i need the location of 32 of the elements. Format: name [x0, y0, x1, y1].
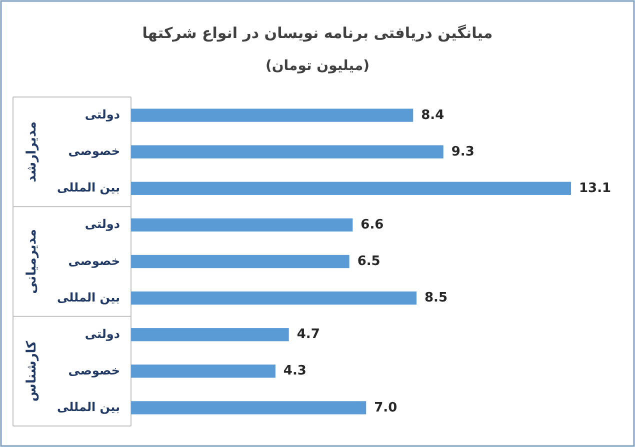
chart-subtitle: (میلیون تومان)	[265, 58, 370, 74]
bar	[131, 145, 444, 158]
y-tick-label: خصوصی	[68, 144, 120, 158]
data-label: 6.6	[360, 217, 384, 233]
y-tick-label: دولتی	[84, 108, 120, 122]
data-label: 4.7	[296, 327, 320, 342]
y-tick-label: خصوصی	[68, 254, 120, 268]
data-label: 9.3	[451, 144, 474, 160]
bar	[131, 108, 414, 122]
data-label: 4.3	[283, 364, 306, 379]
y-tick-label: دولتی	[84, 326, 120, 341]
y-tick-label: بین المللی	[57, 400, 120, 414]
bar	[131, 328, 289, 342]
data-label: 13.1	[579, 180, 612, 196]
chart-title: میانگین دریافتی برنامه نویسان در انواع شرکتها	[142, 24, 493, 42]
data-label: 8.4	[421, 108, 444, 123]
bar	[131, 291, 416, 305]
data-label: 6.5	[357, 254, 380, 270]
y-tick-label: بین المللی	[57, 180, 120, 195]
data-label: 8.5	[424, 290, 448, 306]
bar	[131, 254, 350, 268]
bar	[131, 364, 276, 378]
data-label: 7.0	[374, 400, 398, 416]
y-tick-label: خصوصی	[68, 363, 120, 378]
text: مدیرارشد	[24, 121, 40, 182]
text: کارشناس	[24, 340, 40, 402]
bar	[131, 182, 571, 195]
text: مدیرمیانی	[24, 229, 40, 294]
bar	[131, 218, 353, 232]
bar	[131, 401, 366, 414]
y-tick-label: بین المللی	[57, 290, 120, 304]
y-tick-label: دولتی	[84, 217, 120, 232]
